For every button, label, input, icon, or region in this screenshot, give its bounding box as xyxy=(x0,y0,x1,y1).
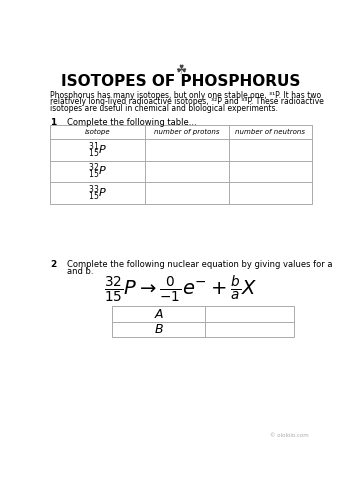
Text: relatively long-lived radioactive isotopes, ³²P and ³³P. These radioactive: relatively long-lived radioactive isotop… xyxy=(50,98,324,106)
Bar xyxy=(50,126,311,204)
Text: number of protons: number of protons xyxy=(154,130,220,136)
Text: ☘: ☘ xyxy=(175,64,186,78)
Text: $A$: $A$ xyxy=(154,308,164,320)
Text: and b.: and b. xyxy=(67,267,94,276)
Text: $B$: $B$ xyxy=(154,323,164,336)
Text: isotopes are useful in chemical and biological experiments.: isotopes are useful in chemical and biol… xyxy=(50,104,278,113)
Text: $^{31}_{15}P$: $^{31}_{15}P$ xyxy=(88,140,107,160)
Text: $^{32}_{15}P$: $^{32}_{15}P$ xyxy=(88,162,107,182)
Text: 2: 2 xyxy=(50,260,56,269)
Text: isotope: isotope xyxy=(85,130,110,136)
Text: © olololo.com: © olololo.com xyxy=(270,434,309,438)
Text: $^{33}_{15}P$: $^{33}_{15}P$ xyxy=(88,184,107,203)
Text: Complete the following table...: Complete the following table... xyxy=(67,118,197,126)
Text: $\frac{32}{15}P \rightarrow \frac{0}{-1}e^{-} + \frac{b}{a}X$: $\frac{32}{15}P \rightarrow \frac{0}{-1}… xyxy=(104,274,258,305)
Text: 1: 1 xyxy=(50,118,56,126)
Text: ISOTOPES OF PHOSPHORUS: ISOTOPES OF PHOSPHORUS xyxy=(61,74,301,89)
Bar xyxy=(112,306,294,337)
Text: number of neutrons: number of neutrons xyxy=(235,130,305,136)
Text: Phosphorus has many isotopes, but only one stable one, ³¹P. It has two: Phosphorus has many isotopes, but only o… xyxy=(50,91,322,100)
Text: Complete the following nuclear equation by giving values for a: Complete the following nuclear equation … xyxy=(67,260,333,269)
